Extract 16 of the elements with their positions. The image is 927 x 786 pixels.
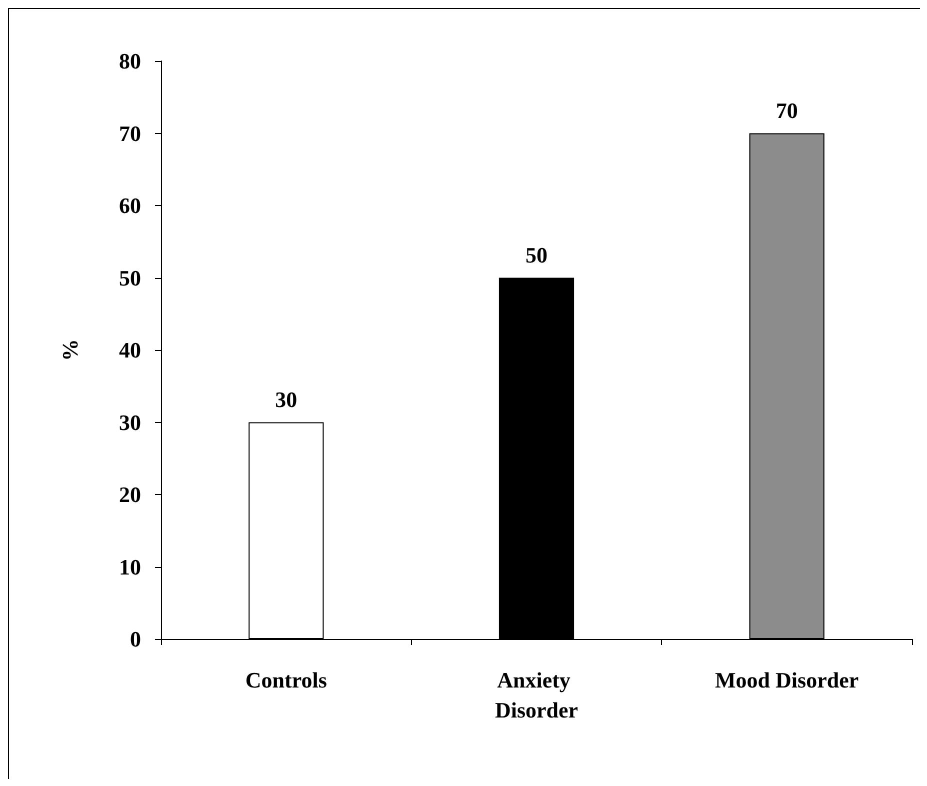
y-tick-label: 60 (119, 193, 141, 218)
x-tick-label: Controls (245, 668, 328, 692)
x-tick-label: Mood Disorder (715, 668, 859, 692)
data-label: 70 (776, 98, 798, 123)
y-tick-label: 80 (119, 48, 141, 74)
data-label: 50 (526, 242, 548, 268)
y-axis-title: % (58, 339, 82, 361)
y-tick-label: 50 (119, 265, 141, 290)
y-tick-label: 20 (119, 482, 141, 507)
y-tick-label: 40 (119, 338, 141, 362)
y-tick-label: 70 (119, 120, 141, 146)
y-tick-label: 10 (119, 554, 141, 580)
data-label: 30 (275, 386, 298, 412)
y-tick-label: 0 (130, 626, 141, 652)
x-tick-label: Anxiety Disorder (494, 668, 578, 722)
y-tick-label: 30 (119, 410, 141, 435)
